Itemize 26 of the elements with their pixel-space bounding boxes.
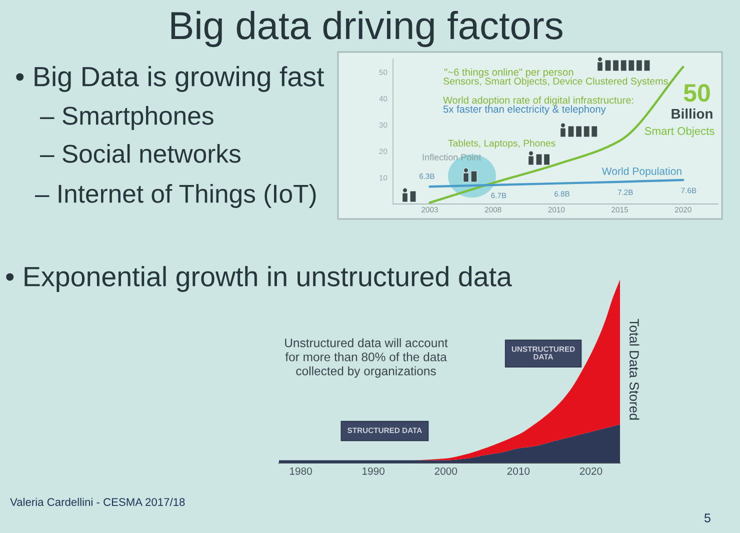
x-tick-label: 2020 xyxy=(580,467,602,475)
annotation: Tablets, Laptops, Phones xyxy=(448,140,556,148)
x-tick-label: 2000 xyxy=(434,467,458,475)
series-label: World Population xyxy=(602,167,682,178)
annotation: Unstructured data will account for more than 80% of the data collected by organizations xyxy=(285,338,448,378)
annotation: 5x faster than electricity & telephony xyxy=(443,105,606,115)
annotation: "~6 things online" per person xyxy=(444,68,574,78)
text: Valeria Cardellini - CESMA 2017/18 xyxy=(10,498,185,506)
text: – Internet of Things (IoT) xyxy=(35,184,316,208)
x-tick-label: 2010 xyxy=(507,467,530,475)
text: Big data driving factors xyxy=(171,10,562,48)
annotation: Inflection Point xyxy=(422,154,482,160)
annotation: • Exponential growth in unstructured data xyxy=(6,266,512,292)
x-tick-label: 1980 xyxy=(290,467,312,475)
annotation: 50 xyxy=(684,84,710,102)
text: • Big Data is growing fast xyxy=(16,66,324,92)
text: – Social networks xyxy=(40,144,240,163)
line-series xyxy=(428,178,684,188)
text: 5 xyxy=(704,514,710,522)
annotation: Billion xyxy=(672,108,712,119)
x-tick-label: 1990 xyxy=(362,467,384,475)
annotation: World adoption rate of digital infrastructure: xyxy=(443,96,634,106)
annotation: Sensors, Smart Objects, Device Clustered Systems xyxy=(443,77,668,87)
text: – Smartphones xyxy=(40,106,214,130)
series-label: Smart Objects xyxy=(644,126,714,138)
y-axis-title: Total Data Stored xyxy=(630,318,640,420)
